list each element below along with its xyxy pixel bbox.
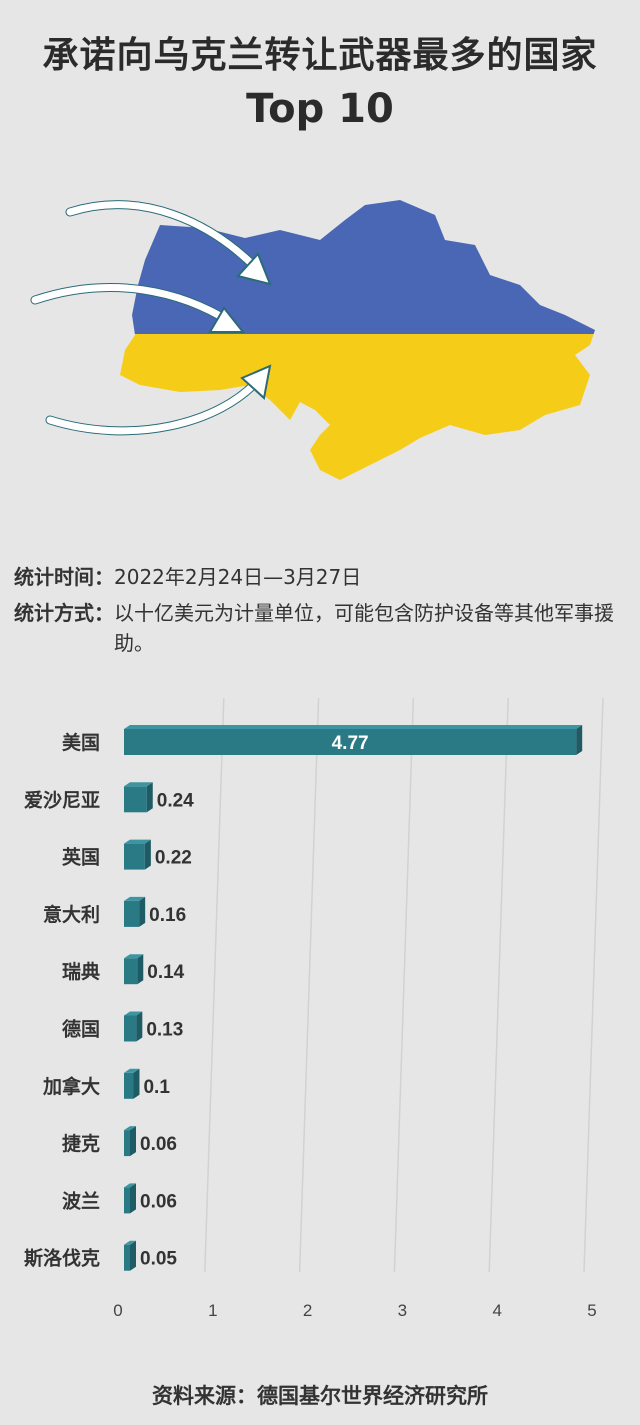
value-label: 0.22 (155, 848, 192, 869)
category-label: 美国 (62, 731, 100, 754)
bar (124, 786, 147, 813)
bar-side (133, 1068, 140, 1099)
value-label: 0.16 (149, 905, 186, 926)
value-label: 0.13 (146, 1020, 183, 1041)
value-label: 0.24 (157, 790, 194, 811)
category-label: 加拿大 (42, 1075, 100, 1098)
arrow-head-2 (208, 306, 246, 333)
x-tick-label: 1 (208, 1301, 217, 1320)
value-label: 0.06 (140, 1191, 177, 1212)
flag-yellow-half (120, 334, 595, 480)
stat-method-value: 以十亿美元为计量单位，可能包含防护设备等其他军事援助。 (114, 601, 614, 655)
category-label: 爱沙尼亚 (24, 789, 100, 811)
bar-top (124, 1183, 136, 1188)
bar-side (576, 725, 583, 755)
chart-title: 承诺向乌克兰转让武器最多的国家 (42, 34, 598, 76)
gridline (298, 697, 320, 1273)
x-tick-label: 0 (113, 1301, 122, 1320)
ukraine-map-icon (30, 200, 595, 480)
value-label: 0.1 (143, 1077, 170, 1098)
bar-top (124, 954, 144, 959)
x-tick-label: 3 (398, 1301, 407, 1320)
stat-method-row: 统计方式： 以十亿美元为计量单位，可能包含防护设备等其他军事援助。 (14, 598, 626, 658)
chart-subtitle: Top 10 (246, 86, 394, 132)
bar (124, 1130, 130, 1157)
gridline (488, 697, 509, 1273)
data-source: 资料来源：德国基尔世界经济研究所 (152, 1383, 488, 1408)
bar-top (124, 1240, 136, 1245)
bar-side (136, 1011, 143, 1042)
arrow-head-3 (240, 364, 272, 400)
bar-side (137, 954, 144, 985)
arrow-head-1 (236, 252, 272, 286)
bar-side (146, 782, 153, 813)
bar (124, 1244, 130, 1271)
bar-side (130, 1183, 136, 1214)
value-label: 4.77 (332, 733, 369, 754)
x-tick-label: 5 (587, 1301, 596, 1320)
category-label: 斯洛伐克 (24, 1247, 100, 1270)
value-label: 0.14 (147, 962, 184, 983)
ukraine-map-illustration (20, 180, 620, 510)
bar-top (124, 1126, 136, 1131)
bar-top (124, 1011, 143, 1016)
bar-side (144, 839, 151, 870)
stat-time-label: 统计时间： (14, 565, 114, 589)
bar-side (130, 1126, 136, 1157)
bar-top (124, 725, 583, 729)
stat-time-value: 2022年2月24日—3月27日 (114, 565, 362, 589)
bar (124, 729, 577, 755)
stat-time-row: 统计时间： 2022年2月24日—3月27日 (14, 562, 626, 592)
bar (124, 958, 138, 985)
gridline (204, 697, 225, 1273)
category-label: 瑞典 (62, 960, 100, 983)
bar-chart: 0 1 2 3 4 5 美国 4.77 爱沙尼亚 0.24 英国 0.22 意大利 0.16 瑞典 0.14 德… (24, 697, 604, 1320)
bar-side (130, 1240, 136, 1271)
bar (124, 843, 145, 870)
bar (124, 900, 140, 927)
bar-top (124, 839, 151, 844)
bar (124, 1187, 130, 1214)
category-label: 捷克 (62, 1132, 100, 1155)
category-label: 意大利 (43, 903, 100, 926)
category-label: 英国 (62, 846, 100, 869)
value-label: 0.06 (140, 1134, 177, 1155)
bar (124, 1015, 137, 1042)
x-tick-label: 2 (303, 1301, 312, 1320)
category-label: 德国 (62, 1018, 100, 1041)
bar-top (124, 782, 153, 787)
bar-top (124, 896, 146, 901)
category-label: 波兰 (62, 1189, 100, 1212)
value-label: 0.05 (140, 1249, 177, 1270)
x-tick-label: 4 (492, 1301, 501, 1320)
stat-method-label: 统计方式： (14, 601, 114, 625)
bar-side (139, 896, 146, 927)
bar (124, 1072, 134, 1099)
gridline (583, 697, 604, 1273)
gridline (393, 697, 415, 1273)
bar-top (124, 1068, 140, 1073)
